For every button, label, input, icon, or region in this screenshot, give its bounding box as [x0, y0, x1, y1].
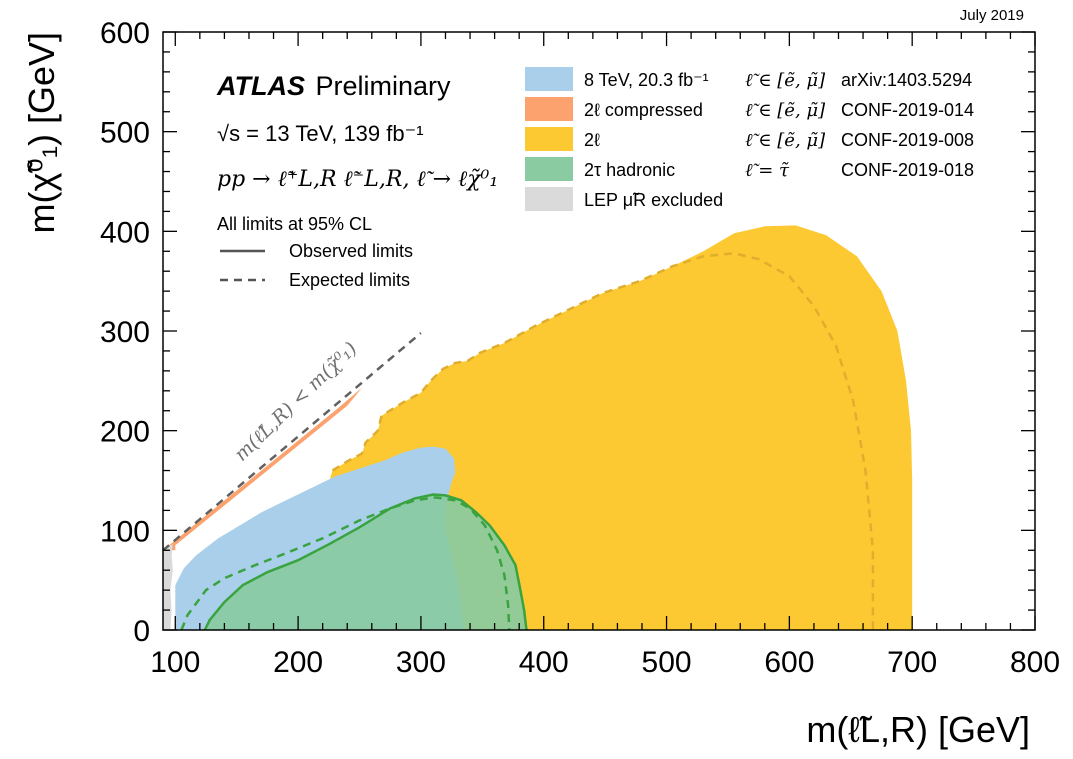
- axis-ticks: [163, 31, 1036, 631]
- x-tick-label: 200: [273, 646, 323, 679]
- legend-selection-2: ℓ̃ ∈ [ẽ, μ̃]: [745, 130, 826, 151]
- x-tick-label: 600: [764, 646, 814, 679]
- x-tick-label: 800: [1010, 646, 1060, 679]
- legend-swatch-0: [525, 67, 573, 91]
- legend-ref-3: CONF-2019-018: [841, 160, 974, 180]
- legend-selection-3: ℓ̃ = τ̃: [745, 160, 790, 181]
- legend-selection-0: ℓ̃ ∈ [ẽ, μ̃]: [745, 70, 826, 91]
- y-tick-label: 100: [100, 515, 150, 548]
- x-tick-label: 300: [396, 646, 446, 679]
- experiment-label: ATLAS Preliminary: [216, 71, 451, 101]
- legend-label-4: LEP μ̃R excluded: [584, 190, 723, 210]
- experiment-name: ATLAS: [216, 71, 305, 101]
- line-kinematic-boundary: [163, 332, 422, 552]
- expected-label: Expected limits: [289, 270, 410, 290]
- line-2-expected: [331, 252, 875, 630]
- legend-ref-2: CONF-2019-008: [841, 130, 974, 150]
- x-tick-label: 500: [642, 646, 692, 679]
- legend-swatch-4: [525, 187, 573, 211]
- legend-label-3: 2τ hadronic: [584, 160, 675, 180]
- legend-selection-1: ℓ̃ ∈ [ẽ, μ̃]: [745, 100, 826, 121]
- exclusion-regions: [163, 225, 913, 630]
- y-tick-label: 0: [133, 615, 150, 648]
- legend-ref-1: CONF-2019-014: [841, 100, 974, 120]
- experiment-status: Preliminary: [315, 71, 451, 101]
- region-lep-r-excluded: [163, 544, 173, 630]
- legend-label-2: 2ℓ: [584, 130, 600, 150]
- cl-label: All limits at 95% CL: [217, 214, 372, 234]
- region-2-hadronic: [204, 494, 527, 630]
- legend-swatch-2: [525, 127, 573, 151]
- y-tick-label: 600: [100, 17, 150, 50]
- axis-tick-labels: 100 200 300 400 500 600 700 8000100200300400500…: [100, 17, 1060, 679]
- y-tick-label: 400: [100, 216, 150, 249]
- legend-ref-0: arXiv:1403.5294: [841, 70, 972, 90]
- line-2-hadronic-observed: [203, 493, 528, 630]
- legend-label-1: 2ℓ compressed: [584, 100, 703, 120]
- legend-swatch-3: [525, 157, 573, 181]
- y-tick-label: 200: [100, 416, 150, 449]
- observed-label: Observed limits: [289, 241, 413, 261]
- y-axis-title: m(χ̃⁰₁) [GeV]: [21, 32, 62, 233]
- x-axis-title: m(ℓ̃L,R) [GeV]: [806, 709, 1030, 750]
- date-label: July 2019: [960, 7, 1024, 24]
- process-label: pp → ℓ̃⁺L,R ℓ̃⁻L,R, ℓ̃ → ℓχ̃⁰₁: [217, 167, 498, 192]
- legend-label-0: 8 TeV, 20.3 fb⁻¹: [584, 70, 709, 90]
- x-tick-label: 400: [519, 646, 569, 679]
- x-tick-label: 100: [150, 646, 200, 679]
- x-tick-label: 700: [887, 646, 937, 679]
- limit-lines: [163, 252, 875, 630]
- y-tick-label: 500: [100, 117, 150, 150]
- legend: 8 TeV, 20.3 fb⁻¹ ℓ̃ ∈ [ẽ, μ̃] arXiv:1403.5…: [525, 67, 974, 211]
- energy-label: √s = 13 TeV, 139 fb⁻¹: [217, 121, 424, 146]
- y-tick-label: 300: [100, 316, 150, 349]
- legend-swatch-1: [525, 97, 573, 121]
